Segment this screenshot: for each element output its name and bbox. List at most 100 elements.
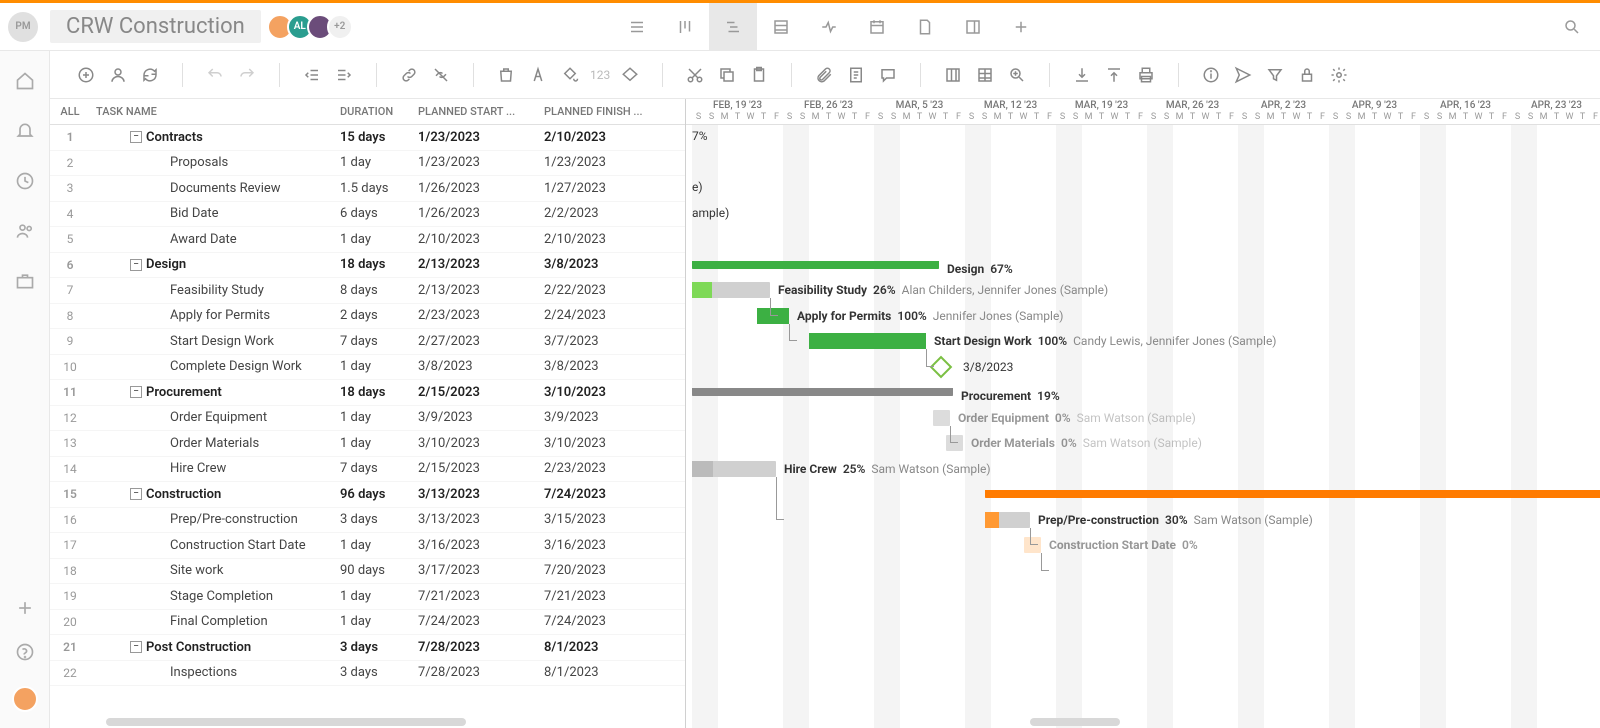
task-bar[interactable]: Feasibility Study26%Alan Childers, Jenni… (692, 282, 770, 298)
start-cell[interactable]: 3/16/2023 (418, 538, 544, 553)
collapse-icon[interactable]: − (130, 488, 142, 500)
duration-cell[interactable]: 3 days (340, 665, 418, 680)
view-tab-list[interactable] (613, 3, 661, 51)
task-name-cell[interactable]: −Construction (90, 487, 340, 502)
table-button[interactable] (973, 63, 997, 87)
paste-button[interactable] (747, 63, 771, 87)
start-cell[interactable]: 3/17/2023 (418, 563, 544, 578)
task-row[interactable]: 9Start Design Work7 days2/27/20233/7/202… (50, 329, 685, 355)
notes-button[interactable] (844, 63, 868, 87)
start-cell[interactable]: 3/8/2023 (418, 359, 544, 374)
start-cell[interactable]: 2/27/2023 (418, 334, 544, 349)
task-row[interactable]: 14Hire Crew7 days2/15/20232/23/2023 (50, 457, 685, 483)
delete-button[interactable] (494, 63, 518, 87)
task-bar[interactable]: Order Equipment0%Sam Watson (Sample) (933, 410, 950, 426)
duration-cell[interactable]: 1 day (340, 436, 418, 451)
start-cell[interactable]: 1/26/2023 (418, 181, 544, 196)
finish-cell[interactable]: 2/22/2023 (544, 283, 670, 298)
grid-h-scrollbar[interactable] (106, 718, 466, 726)
view-tab-sheet[interactable] (757, 3, 805, 51)
search-icon[interactable] (1552, 7, 1592, 47)
comment-button[interactable] (876, 63, 900, 87)
task-row[interactable]: 18Site work90 days3/17/20237/20/2023 (50, 559, 685, 585)
plus-icon[interactable] (15, 598, 35, 618)
task-row[interactable]: 19Stage Completion1 day7/21/20237/21/202… (50, 584, 685, 610)
gantt-h-scrollbar[interactable] (1030, 718, 1120, 726)
unlink-button[interactable] (429, 63, 453, 87)
attach-button[interactable] (812, 63, 836, 87)
task-row[interactable]: 20Final Completion1 day7/24/20237/24/202… (50, 610, 685, 636)
task-name-cell[interactable]: −Design (90, 257, 340, 272)
outdent-button[interactable] (300, 63, 324, 87)
finish-cell[interactable]: 7/20/2023 (544, 563, 670, 578)
time-icon[interactable] (15, 171, 35, 191)
export-button[interactable] (1102, 63, 1126, 87)
task-row[interactable]: 2Proposals1 day1/23/20231/23/2023 (50, 151, 685, 177)
duration-cell[interactable]: 18 days (340, 257, 418, 272)
task-row[interactable]: 17Construction Start Date1 day3/16/20233… (50, 533, 685, 559)
finish-cell[interactable]: 7/24/2023 (544, 614, 670, 629)
start-cell[interactable]: 3/10/2023 (418, 436, 544, 451)
duration-cell[interactable]: 3 days (340, 640, 418, 655)
finish-cell[interactable]: 2/10/2023 (544, 232, 670, 247)
start-cell[interactable]: 2/15/2023 (418, 461, 544, 476)
task-name-cell[interactable]: −Procurement (90, 385, 340, 400)
task-name-cell[interactable]: Apply for Permits (90, 308, 340, 323)
lock-button[interactable] (1295, 63, 1319, 87)
help-icon[interactable] (15, 642, 35, 662)
home-icon[interactable] (15, 71, 35, 91)
finish-cell[interactable]: 3/9/2023 (544, 410, 670, 425)
print-button[interactable] (1134, 63, 1158, 87)
summary-bar[interactable] (985, 490, 1600, 498)
task-name-cell[interactable]: −Post Construction (90, 640, 340, 655)
task-row[interactable]: 6−Design18 days2/13/20233/8/2023 (50, 253, 685, 279)
start-cell[interactable]: 2/15/2023 (418, 385, 544, 400)
duration-cell[interactable]: 1 day (340, 538, 418, 553)
refresh-button[interactable] (138, 63, 162, 87)
columns-button[interactable] (941, 63, 965, 87)
start-cell[interactable]: 1/23/2023 (418, 155, 544, 170)
import-button[interactable] (1070, 63, 1094, 87)
link-button[interactable] (397, 63, 421, 87)
task-row[interactable]: 22Inspections3 days7/28/20238/1/2023 (50, 661, 685, 687)
start-cell[interactable]: 3/13/2023 (418, 487, 544, 502)
col-header-start[interactable]: PLANNED START ... (418, 105, 544, 118)
send-button[interactable] (1231, 63, 1255, 87)
duration-cell[interactable]: 8 days (340, 283, 418, 298)
duration-cell[interactable]: 15 days (340, 130, 418, 145)
task-row[interactable]: 3Documents Review1.5 days1/26/20231/27/2… (50, 176, 685, 202)
col-header-dur[interactable]: DURATION (340, 105, 418, 118)
start-cell[interactable]: 1/23/2023 (418, 130, 544, 145)
start-cell[interactable]: 3/9/2023 (418, 410, 544, 425)
assign-button[interactable] (106, 63, 130, 87)
zoom-button[interactable] (1005, 63, 1029, 87)
finish-cell[interactable]: 2/10/2023 (544, 130, 670, 145)
task-row[interactable]: 15−Construction96 days3/13/20237/24/2023 (50, 482, 685, 508)
task-name-cell[interactable]: Documents Review (90, 181, 340, 196)
task-row[interactable]: 16Prep/Pre-construction3 days3/13/20233/… (50, 508, 685, 534)
view-tab-panel[interactable] (949, 3, 997, 51)
fill-button[interactable] (558, 63, 582, 87)
task-row[interactable]: 5Award Date1 day2/10/20232/10/2023 (50, 227, 685, 253)
info-button[interactable] (1199, 63, 1223, 87)
col-header-num[interactable]: ALL (50, 105, 90, 118)
task-row[interactable]: 8Apply for Permits2 days2/23/20232/24/20… (50, 304, 685, 330)
task-name-cell[interactable]: Start Design Work (90, 334, 340, 349)
duration-cell[interactable]: 1 day (340, 614, 418, 629)
task-name-cell[interactable]: Stage Completion (90, 589, 340, 604)
view-tab-calendar[interactable] (853, 3, 901, 51)
summary-bar[interactable]: Procurement19% (692, 388, 953, 396)
finish-cell[interactable]: 3/10/2023 (544, 385, 670, 400)
briefcase-icon[interactable] (15, 271, 35, 291)
task-name-cell[interactable]: Feasibility Study (90, 283, 340, 298)
duration-cell[interactable]: 90 days (340, 563, 418, 578)
view-tab-add[interactable] (997, 3, 1045, 51)
task-row[interactable]: 11−Procurement18 days2/15/20233/10/2023 (50, 380, 685, 406)
task-row[interactable]: 21−Post Construction3 days7/28/20238/1/2… (50, 635, 685, 661)
task-name-cell[interactable]: Award Date (90, 232, 340, 247)
duration-cell[interactable]: 3 days (340, 512, 418, 527)
duration-cell[interactable]: 1 day (340, 359, 418, 374)
task-bar[interactable]: Start Design Work100%Candy Lewis, Jennif… (809, 333, 926, 349)
start-cell[interactable]: 7/21/2023 (418, 589, 544, 604)
start-cell[interactable]: 7/24/2023 (418, 614, 544, 629)
